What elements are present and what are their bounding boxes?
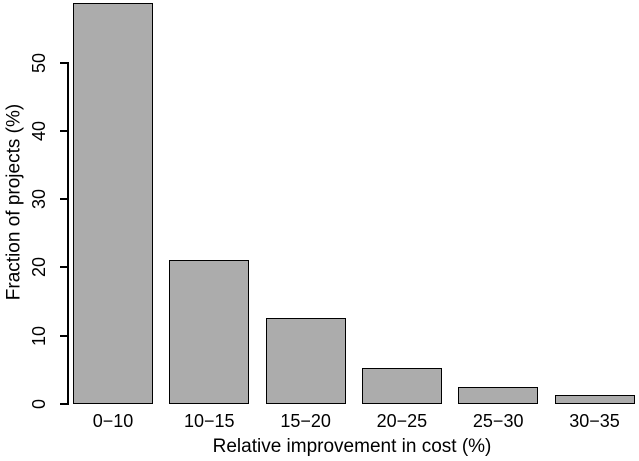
x-tick-label: 25−30 [472, 411, 524, 431]
y-axis-tick [60, 198, 67, 201]
bar [169, 259, 250, 405]
y-axis-tick [60, 61, 67, 64]
y-axis-tick [60, 334, 67, 337]
y-axis-tick [60, 403, 67, 405]
y-axis-title: Fraction of projects (%) [3, 103, 25, 301]
x-tick-label: 10−15 [184, 411, 235, 431]
y-tick-label: 0 [29, 398, 49, 410]
bar [265, 318, 346, 405]
y-axis-line [67, 61, 69, 405]
bar [554, 394, 635, 405]
bar [73, 3, 153, 405]
x-tick-label: 15−20 [280, 411, 331, 431]
bar [458, 387, 539, 405]
y-tick-label: 40 [29, 120, 49, 141]
y-tick-label: 50 [29, 52, 49, 73]
y-tick-label: 10 [29, 325, 49, 346]
y-axis-tick [60, 266, 67, 269]
x-tick-label: 0−10 [92, 411, 134, 431]
x-axis-title: Relative improvement in cost (%) [212, 436, 492, 457]
x-tick-label: 30−35 [569, 411, 620, 431]
y-tick-label: 30 [29, 189, 49, 210]
x-tick-label: 20−25 [376, 411, 428, 431]
y-axis-tick [60, 129, 67, 132]
bar [361, 368, 442, 405]
y-tick-label: 20 [29, 257, 49, 278]
